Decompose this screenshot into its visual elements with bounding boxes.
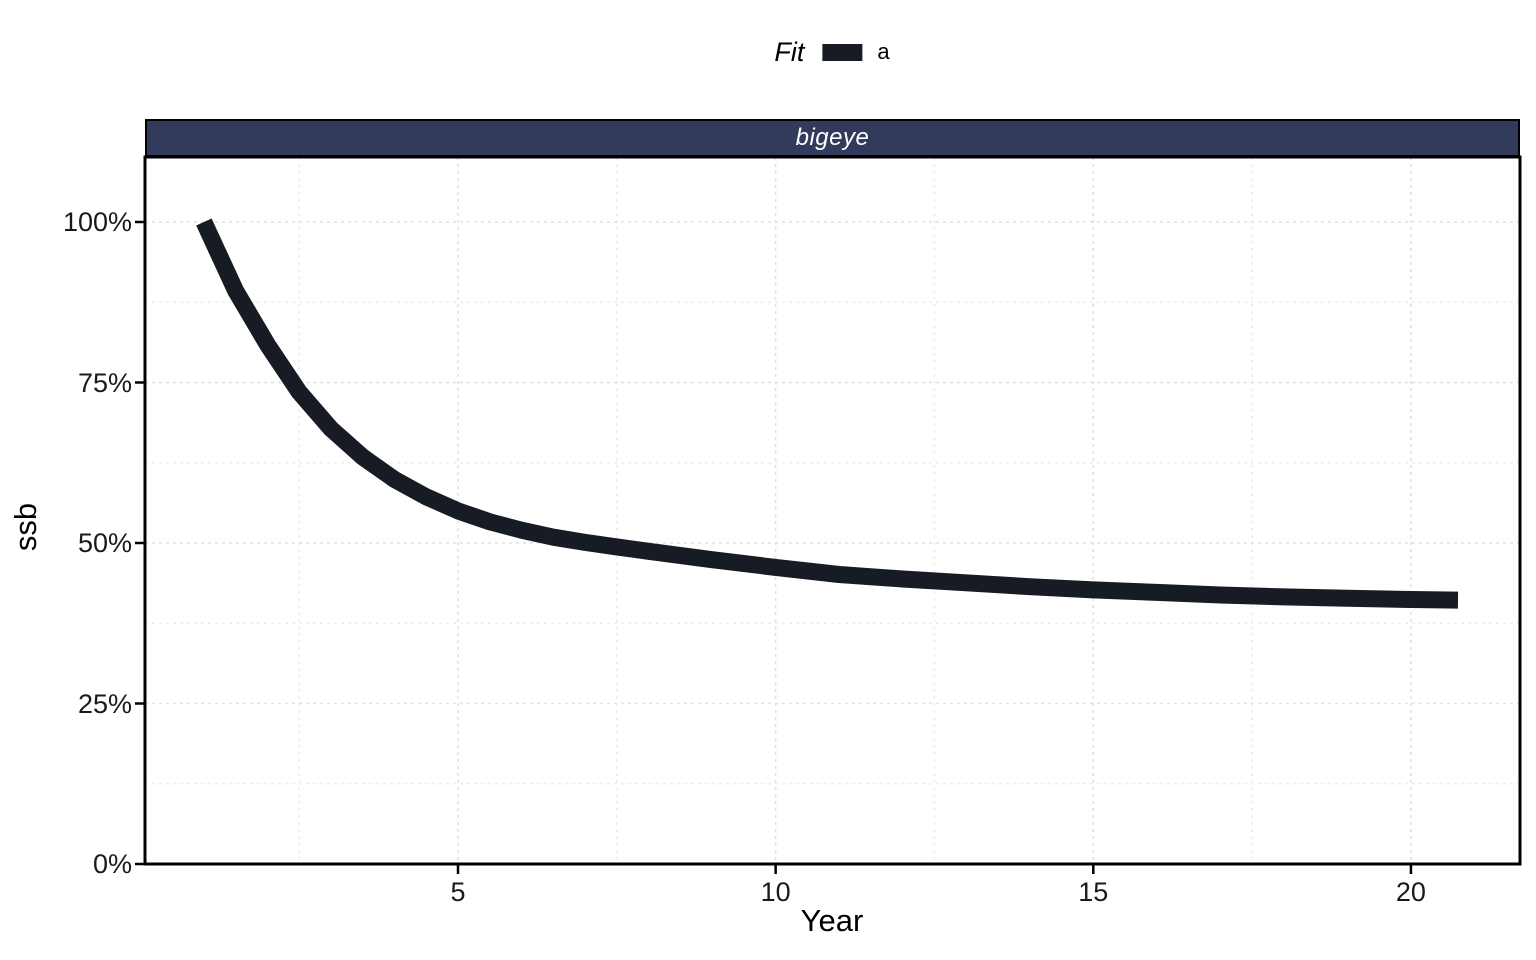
x-tick-label: 5	[450, 877, 466, 907]
y-tick-label: 75%	[77, 367, 132, 398]
x-tick-label: 15	[1078, 877, 1109, 907]
legend-key-swatch	[822, 43, 863, 61]
legend-title: Fit	[774, 36, 805, 67]
legend: Fit a	[774, 33, 889, 71]
x-axis-title: Year	[800, 903, 864, 938]
y-axis-title: ssb	[8, 502, 43, 552]
y-tick-label: 25%	[77, 688, 132, 719]
y-tick-label: 100%	[62, 207, 132, 237]
facet-strip-label: bigeye	[795, 124, 870, 151]
y-tick-label: 0%	[92, 849, 132, 879]
y-tick-label: 50%	[77, 528, 132, 558]
x-tick-label: 20	[1395, 877, 1426, 907]
legend-item-label: a	[877, 39, 890, 64]
x-tick-label: 10	[760, 877, 791, 907]
